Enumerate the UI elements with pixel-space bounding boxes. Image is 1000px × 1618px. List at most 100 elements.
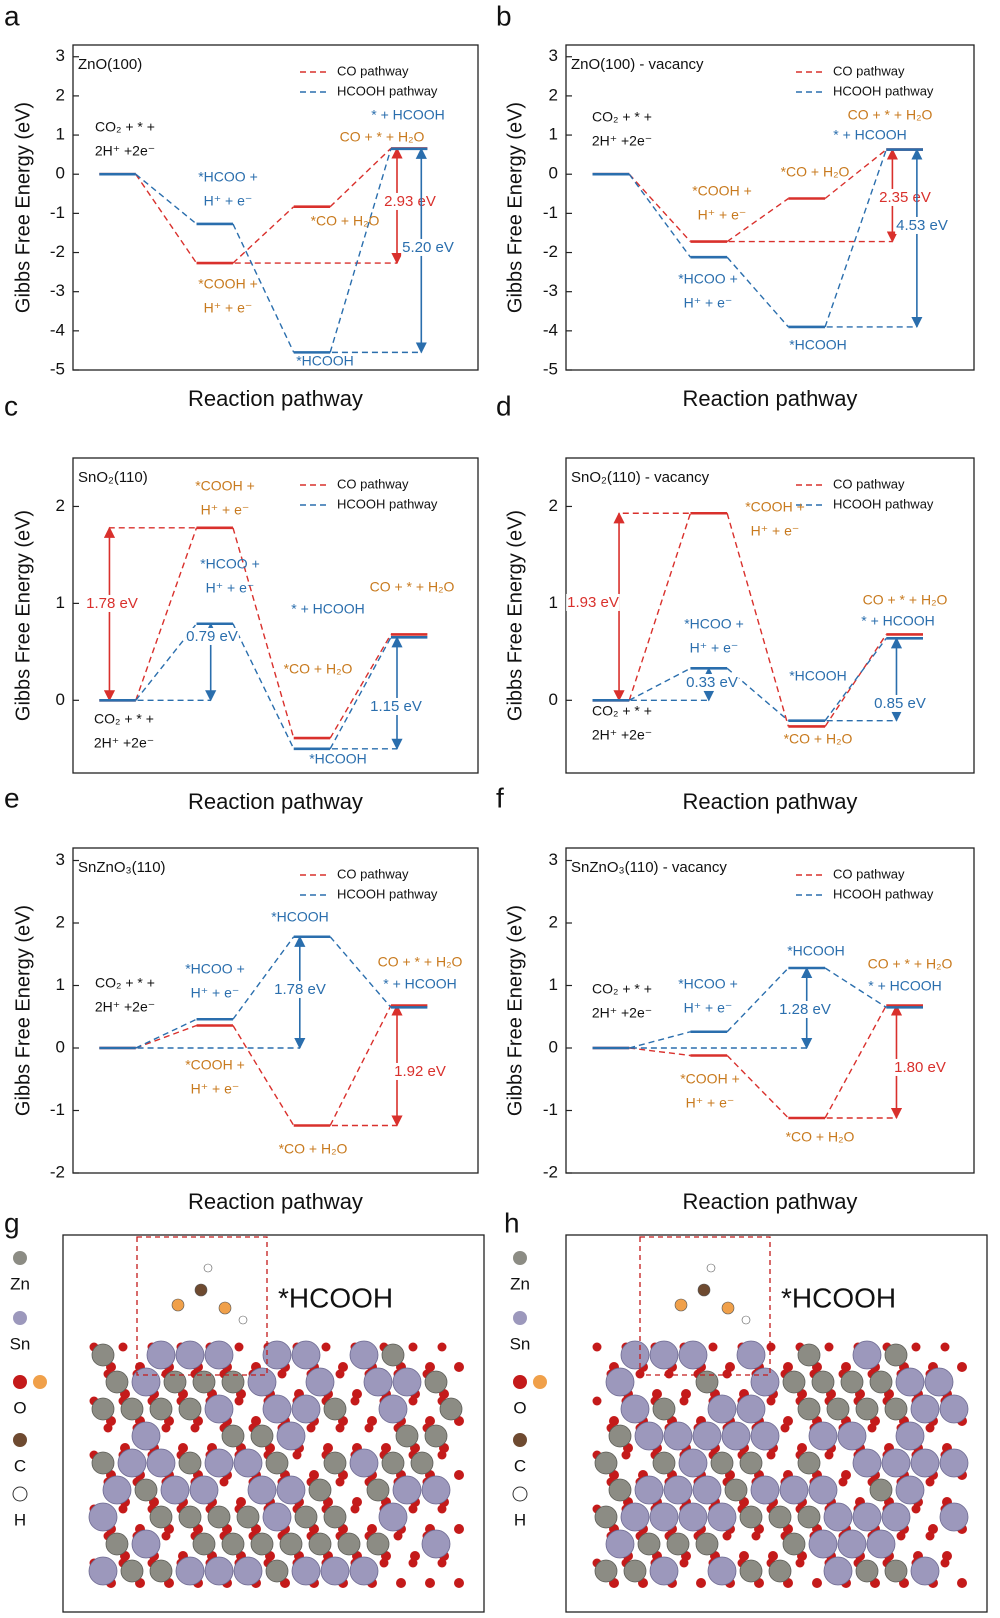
atom bbox=[221, 1532, 245, 1556]
plot-frame bbox=[72, 457, 479, 774]
atom bbox=[621, 1450, 631, 1460]
state-label: * + HCOOH bbox=[371, 107, 445, 123]
atom bbox=[925, 1423, 935, 1433]
atom bbox=[349, 1340, 379, 1370]
atom bbox=[826, 1397, 850, 1421]
label-bg bbox=[873, 694, 927, 712]
adsorbate-atom bbox=[697, 1283, 711, 1297]
state-label: *CO + H₂O bbox=[311, 213, 380, 229]
atom bbox=[349, 1448, 379, 1478]
y-axis-label: Gibbs Free Energy (eV) bbox=[12, 510, 34, 721]
state-label: 2H⁺ +2e⁻ bbox=[95, 999, 155, 1015]
atom bbox=[350, 1504, 360, 1514]
label-bg bbox=[566, 593, 620, 611]
atom bbox=[236, 1505, 260, 1529]
legend-label: HCOOH pathway bbox=[833, 886, 934, 901]
atom bbox=[664, 1369, 674, 1379]
plot-frame bbox=[565, 457, 975, 774]
atom bbox=[131, 1421, 161, 1451]
y-tick-label: -3 bbox=[50, 281, 65, 300]
atom bbox=[335, 1477, 345, 1487]
legend-atom bbox=[13, 1375, 27, 1389]
connector bbox=[329, 148, 392, 353]
connector bbox=[232, 936, 295, 1020]
atom bbox=[957, 1578, 967, 1588]
atom bbox=[163, 1370, 187, 1394]
label-bg bbox=[685, 673, 739, 691]
atom bbox=[811, 1370, 835, 1394]
atom bbox=[797, 1443, 807, 1453]
atom bbox=[795, 1558, 805, 1568]
legend-atom bbox=[13, 1433, 27, 1447]
atom bbox=[852, 1340, 882, 1370]
panel-label: c bbox=[4, 390, 18, 421]
y-tick-label: 2 bbox=[549, 912, 558, 931]
connector bbox=[629, 1031, 691, 1049]
connector bbox=[824, 637, 887, 722]
atom bbox=[379, 1558, 389, 1568]
atom bbox=[594, 1505, 618, 1529]
y-tick-label: -5 bbox=[50, 359, 65, 378]
atom bbox=[276, 1475, 306, 1505]
state-label: *CO + H₂O bbox=[786, 1129, 855, 1145]
state-label: CO + * + H₂O bbox=[848, 107, 933, 123]
label-bg bbox=[895, 216, 949, 234]
atom bbox=[782, 1370, 806, 1394]
legend-atom bbox=[33, 1375, 47, 1389]
chart-panel: b ZnO(100) - vacancy Reaction pathway Gibbs… bbox=[496, 0, 975, 411]
y-tick-label: 0 bbox=[549, 1037, 558, 1056]
atom bbox=[335, 1423, 345, 1433]
atom bbox=[823, 1502, 853, 1532]
legend-atom bbox=[512, 1486, 528, 1502]
plot-frame bbox=[565, 847, 975, 1174]
connector bbox=[824, 149, 887, 328]
atom bbox=[363, 1367, 393, 1397]
y-tick-label: 0 bbox=[56, 690, 65, 709]
barrier-label: 1.78 eV bbox=[86, 595, 138, 612]
state-label: *HCOOH bbox=[789, 668, 847, 684]
atom bbox=[247, 1367, 277, 1397]
atom bbox=[219, 1477, 229, 1487]
atom bbox=[291, 1340, 321, 1370]
connector bbox=[726, 513, 790, 727]
atom bbox=[251, 1416, 261, 1426]
label-bg bbox=[893, 1058, 947, 1076]
atom bbox=[855, 1397, 879, 1421]
atom bbox=[323, 1397, 347, 1421]
y-tick-label: -4 bbox=[543, 320, 558, 339]
legend-label: HCOOH pathway bbox=[337, 886, 438, 901]
atom bbox=[381, 1451, 405, 1475]
connector bbox=[726, 967, 789, 1033]
atom bbox=[337, 1532, 361, 1556]
barrier-label: 0.85 eV bbox=[874, 695, 926, 712]
adsorbate-atom bbox=[171, 1298, 185, 1312]
atom bbox=[393, 1531, 403, 1541]
atom bbox=[666, 1532, 690, 1556]
atom bbox=[234, 1396, 244, 1406]
legend-label: CO pathway bbox=[337, 866, 409, 881]
structure-title: *HCOOH bbox=[278, 1282, 393, 1313]
state-label: CO + * + H₂O bbox=[378, 954, 463, 970]
atom bbox=[884, 1343, 908, 1367]
connector bbox=[824, 967, 887, 1008]
atom bbox=[895, 1421, 925, 1451]
atom bbox=[149, 1505, 173, 1529]
chart-title: SnZnO₃(110) bbox=[78, 859, 166, 876]
state-label: *COOH + bbox=[680, 1071, 740, 1087]
atom bbox=[88, 1502, 118, 1532]
legend-atom bbox=[13, 1251, 27, 1265]
atom bbox=[649, 1340, 679, 1370]
atom bbox=[118, 1504, 128, 1514]
y-axis-label: Gibbs Free Energy (eV) bbox=[12, 905, 34, 1116]
y-tick-label: 1 bbox=[549, 975, 558, 994]
atom bbox=[924, 1367, 954, 1397]
chart-title: SnZnO₃(110) - vacancy bbox=[571, 859, 727, 876]
connector bbox=[824, 1005, 887, 1119]
atom bbox=[739, 1505, 763, 1529]
y-axis-label: Gibbs Free Energy (eV) bbox=[504, 102, 526, 313]
atom bbox=[620, 1502, 650, 1532]
atom bbox=[866, 1529, 896, 1559]
connector bbox=[329, 636, 392, 750]
atom bbox=[722, 1531, 732, 1541]
atom bbox=[161, 1531, 171, 1541]
